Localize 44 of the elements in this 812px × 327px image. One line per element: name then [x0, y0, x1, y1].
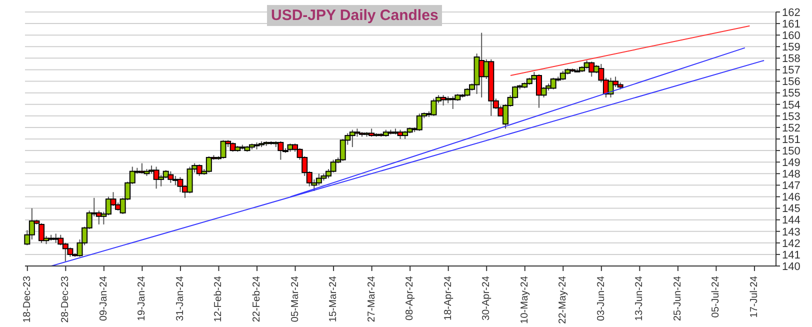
x-tick-label: 30-Apr-24 — [481, 276, 492, 320]
x-tick-label: 05-Mar-24 — [290, 276, 301, 322]
x-tick-label: 25-Jun-24 — [672, 276, 684, 322]
y-tick-label: 146 — [782, 192, 800, 204]
y-tick-label: 147 — [782, 180, 800, 192]
x-tick-label: 10-May-24 — [519, 276, 530, 324]
y-tick-label: 140 — [782, 260, 800, 273]
y-tick-label: 159 — [782, 42, 800, 54]
y-tick-label: 162 — [782, 6, 800, 19]
y-tick-label: 160 — [782, 30, 800, 42]
y-tick-label: 144 — [782, 214, 800, 227]
x-tick-label: 09-Jan-24 — [98, 276, 110, 322]
x-tick-label: 28-Dec-23 — [60, 276, 72, 323]
y-tick-label: 161 — [782, 18, 800, 30]
x-tick-label: 22-Feb-24 — [251, 276, 262, 322]
y-tick-label: 158 — [782, 53, 800, 66]
x-tick-label: 22-May-24 — [558, 276, 569, 324]
x-tick-label: 27-Mar-24 — [366, 276, 378, 322]
x-tick-label: 08-Apr-24 — [404, 276, 416, 320]
y-tick-label: 143 — [782, 226, 800, 238]
x-tick-label: 31-Jan-24 — [174, 276, 186, 322]
y-tick-label: 151 — [782, 134, 800, 146]
x-tick-label: 05-Jul-24 — [710, 276, 722, 318]
y-tick-label: 142 — [782, 238, 800, 250]
y-tick-label: 148 — [782, 168, 800, 181]
y-tick-label: 152 — [782, 122, 800, 134]
y-tick-label: 157 — [782, 64, 800, 77]
y-tick-label: 149 — [782, 156, 800, 169]
x-tick-label: 17-Jul-24 — [748, 276, 760, 318]
y-tick-label: 155 — [782, 88, 800, 100]
y-tick-label: 154 — [782, 99, 800, 112]
x-tick-label: 15-Mar-24 — [328, 276, 340, 322]
x-tick-label: 19-Jan-24 — [136, 276, 148, 322]
x-tick-label: 03-Jun-24 — [596, 276, 607, 322]
x-tick-label: 18-Dec-23 — [22, 276, 33, 323]
x-tick-label: 18-Apr-24 — [442, 276, 454, 320]
y-tick-label: 141 — [782, 249, 800, 262]
x-tick-label: 13-Jun-24 — [634, 276, 646, 322]
x-tick-label: 12-Feb-24 — [213, 276, 224, 322]
y-tick-label: 150 — [782, 145, 800, 158]
chart-title: USD-JPY Daily Candles — [267, 5, 442, 26]
y-tick-label: 156 — [782, 76, 800, 88]
y-tick-label: 153 — [782, 110, 800, 123]
y-tick-label: 145 — [782, 203, 800, 216]
